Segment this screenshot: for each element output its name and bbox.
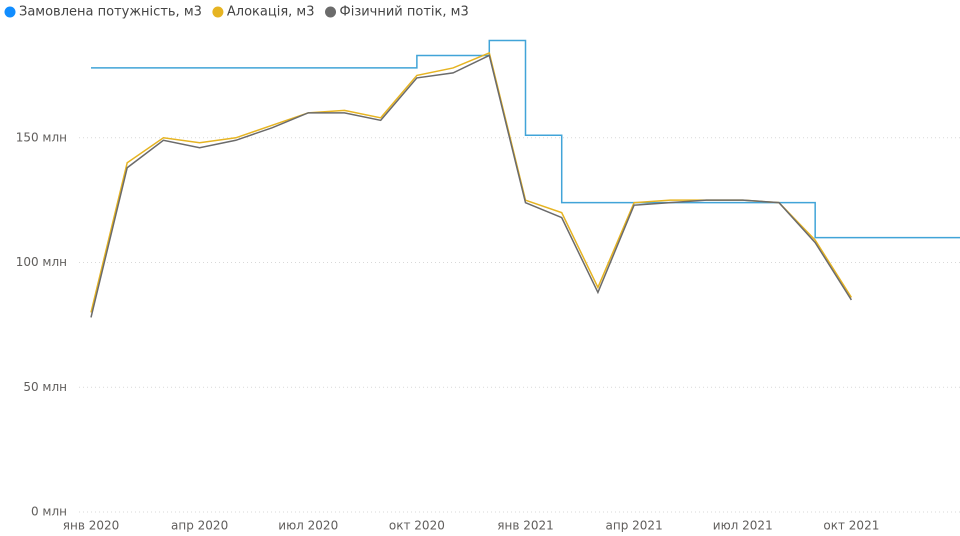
x-tick-label: июл 2021	[713, 519, 773, 533]
y-tick-label: 150 млн	[16, 130, 67, 144]
x-tick-label: апр 2020	[171, 519, 228, 533]
y-tick-label: 100 млн	[16, 255, 67, 269]
legend-label: Фізичний потік, м3	[340, 5, 469, 20]
legend-label: Замовлена потужність, м3	[19, 5, 202, 20]
y-tick-label: 0 млн	[31, 505, 67, 519]
series-line	[91, 39, 960, 239]
series-line	[90, 54, 853, 318]
x-tick-label: окт 2020	[389, 519, 445, 533]
x-tick-label: янв 2021	[497, 519, 554, 533]
legend-dot	[325, 6, 337, 18]
x-tick-label: янв 2020	[63, 519, 120, 533]
legend-dot	[212, 6, 224, 18]
x-tick-label: июл 2020	[278, 519, 338, 533]
x-tick-label: апр 2021	[606, 519, 663, 533]
y-tick-label: 50 млн	[23, 380, 67, 394]
legend-label: Алокація, м3	[227, 5, 315, 20]
legend-dot	[4, 6, 16, 18]
x-tick-label: окт 2021	[823, 519, 879, 533]
series-line	[90, 51, 853, 313]
